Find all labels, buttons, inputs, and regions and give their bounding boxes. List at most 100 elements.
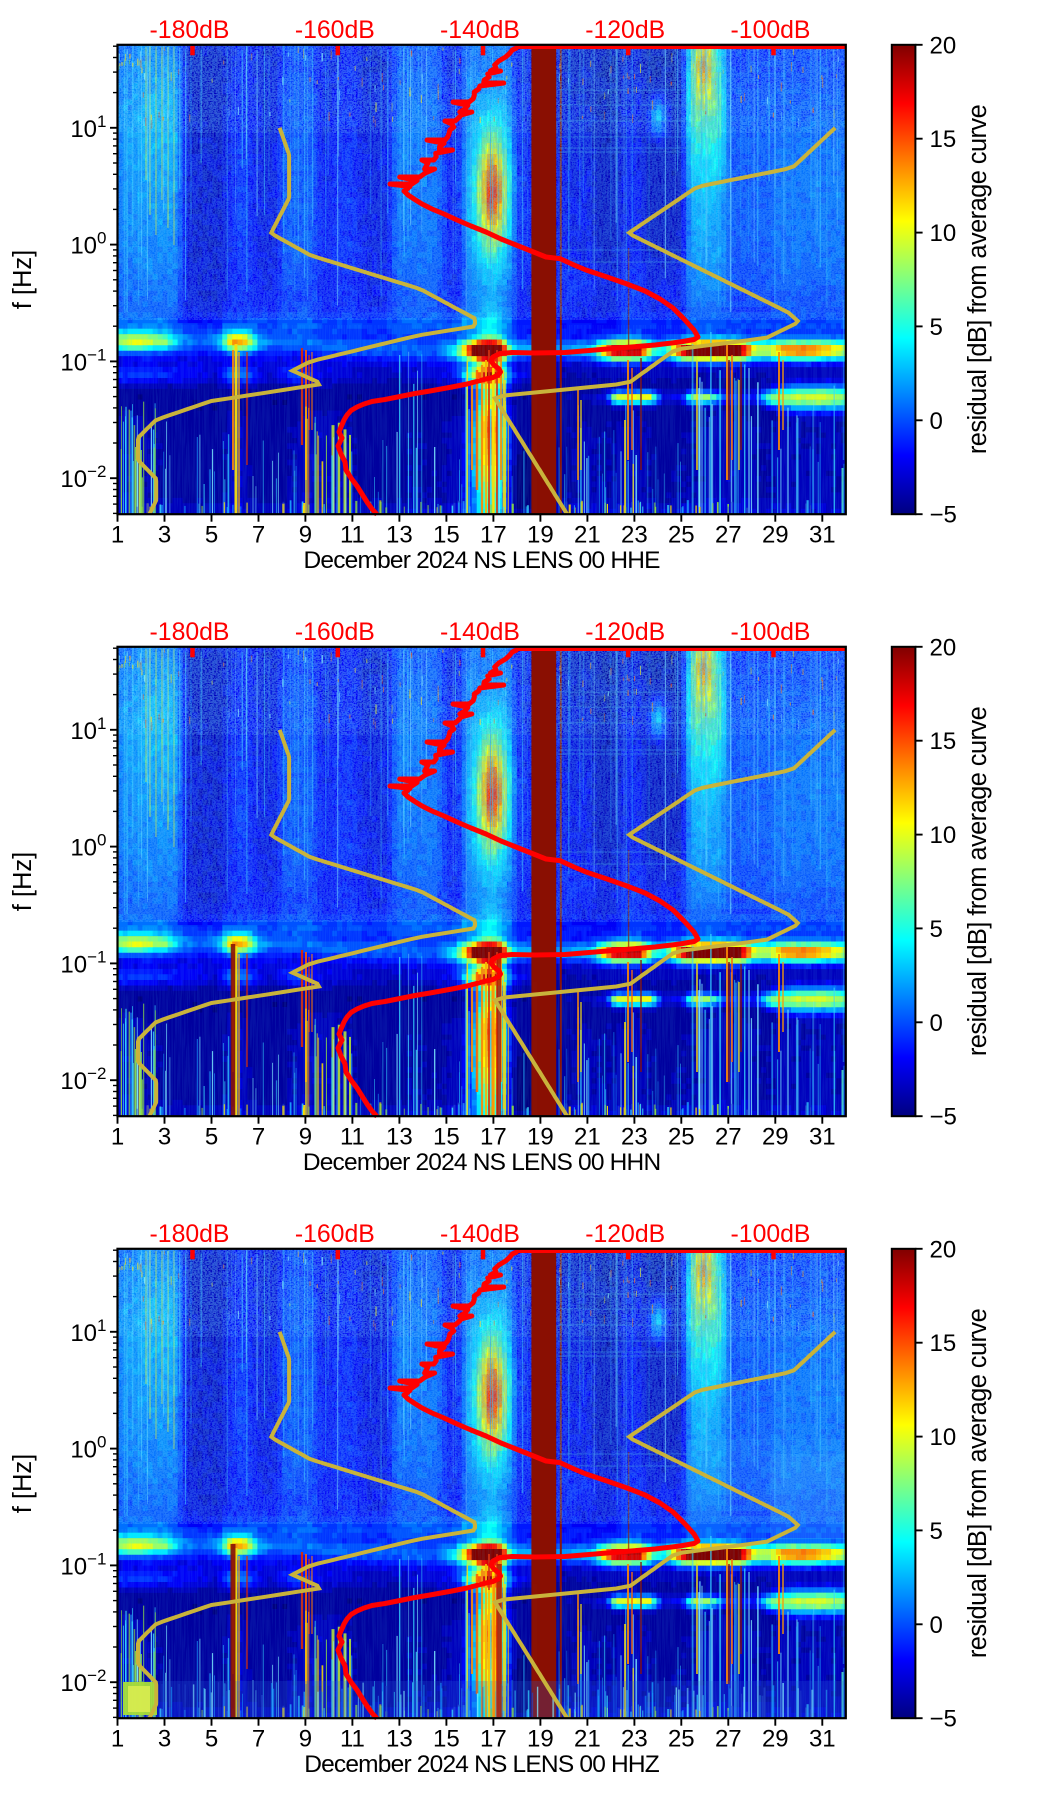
svg-text:f [Hz]: f [Hz] — [9, 852, 37, 912]
svg-text:1: 1 — [111, 1124, 124, 1151]
svg-text:10−2: 10−2 — [60, 1666, 106, 1697]
svg-text:-120dB: -120dB — [585, 17, 665, 44]
svg-text:7: 7 — [252, 1726, 265, 1753]
svg-text:19: 19 — [527, 1124, 554, 1151]
svg-text:-140dB: -140dB — [440, 619, 520, 646]
svg-text:27: 27 — [715, 522, 742, 549]
svg-text:residual [dB] from average cur: residual [dB] from average curve — [964, 1308, 992, 1658]
svg-text:3: 3 — [158, 1726, 171, 1753]
svg-text:101: 101 — [70, 112, 106, 143]
svg-text:-100dB: -100dB — [731, 1221, 811, 1248]
svg-text:27: 27 — [715, 1726, 742, 1753]
svg-text:-160dB: -160dB — [295, 619, 375, 646]
svg-text:23: 23 — [621, 522, 648, 549]
svg-text:31: 31 — [809, 522, 836, 549]
svg-text:13: 13 — [386, 522, 413, 549]
svg-text:101: 101 — [70, 1316, 106, 1347]
svg-text:f [Hz]: f [Hz] — [9, 250, 37, 310]
svg-text:100: 100 — [70, 831, 106, 862]
svg-text:9: 9 — [299, 1726, 312, 1753]
svg-text:December 2024 NS LENS 00 HHE: December 2024 NS LENS 00 HHE — [304, 547, 661, 574]
svg-text:9: 9 — [299, 522, 312, 549]
svg-text:-120dB: -120dB — [585, 1221, 665, 1248]
svg-text:-180dB: -180dB — [150, 17, 230, 44]
svg-text:f [Hz]: f [Hz] — [9, 1454, 37, 1514]
svg-text:10−2: 10−2 — [60, 462, 106, 493]
svg-text:5: 5 — [205, 1726, 218, 1753]
svg-text:-140dB: -140dB — [440, 1221, 520, 1248]
svg-text:31: 31 — [809, 1726, 836, 1753]
svg-text:5: 5 — [930, 916, 943, 943]
svg-text:100: 100 — [70, 1433, 106, 1464]
svg-text:-100dB: -100dB — [731, 619, 811, 646]
svg-text:December 2024 NS LENS 00 HHZ: December 2024 NS LENS 00 HHZ — [304, 1751, 660, 1778]
svg-text:10: 10 — [930, 822, 957, 849]
svg-text:23: 23 — [621, 1124, 648, 1151]
svg-text:1: 1 — [111, 522, 124, 549]
svg-text:December 2024 NS LENS 00 HHN: December 2024 NS LENS 00 HHN — [303, 1149, 661, 1176]
svg-text:-100dB: -100dB — [731, 17, 811, 44]
svg-text:15: 15 — [433, 1726, 460, 1753]
svg-text:−5: −5 — [930, 1706, 957, 1733]
svg-text:residual [dB] from average cur: residual [dB] from average curve — [964, 104, 992, 454]
svg-text:21: 21 — [574, 522, 601, 549]
svg-text:11: 11 — [340, 522, 365, 549]
svg-text:residual [dB] from average cur: residual [dB] from average curve — [964, 706, 992, 1056]
svg-text:15: 15 — [930, 728, 957, 755]
svg-text:27: 27 — [715, 1124, 742, 1151]
svg-text:19: 19 — [527, 522, 554, 549]
svg-text:10−2: 10−2 — [60, 1064, 106, 1095]
svg-text:0: 0 — [930, 1612, 943, 1639]
svg-text:31: 31 — [809, 1124, 836, 1151]
svg-text:21: 21 — [574, 1726, 601, 1753]
svg-text:15: 15 — [433, 522, 460, 549]
svg-text:25: 25 — [668, 522, 695, 549]
svg-text:13: 13 — [386, 1726, 413, 1753]
svg-text:10−1: 10−1 — [60, 947, 106, 978]
svg-text:21: 21 — [574, 1124, 601, 1151]
svg-text:0: 0 — [930, 1010, 943, 1037]
svg-text:15: 15 — [930, 1330, 957, 1357]
svg-text:-140dB: -140dB — [440, 17, 520, 44]
svg-text:10−1: 10−1 — [60, 345, 106, 376]
svg-text:7: 7 — [252, 1124, 265, 1151]
svg-text:15: 15 — [930, 126, 957, 153]
svg-text:0: 0 — [930, 408, 943, 435]
svg-text:5: 5 — [205, 522, 218, 549]
svg-text:19: 19 — [527, 1726, 554, 1753]
svg-text:−5: −5 — [930, 1104, 957, 1131]
svg-text:11: 11 — [340, 1726, 365, 1753]
svg-text:17: 17 — [480, 1124, 507, 1151]
svg-text:15: 15 — [433, 1124, 460, 1151]
svg-text:13: 13 — [386, 1124, 413, 1151]
svg-text:29: 29 — [762, 1124, 789, 1151]
svg-text:29: 29 — [762, 522, 789, 549]
svg-text:10: 10 — [930, 1424, 957, 1451]
svg-text:29: 29 — [762, 1726, 789, 1753]
svg-text:3: 3 — [158, 1124, 171, 1151]
svg-text:100: 100 — [70, 229, 106, 260]
svg-text:-120dB: -120dB — [585, 619, 665, 646]
svg-text:25: 25 — [668, 1726, 695, 1753]
svg-text:3: 3 — [158, 522, 171, 549]
svg-text:11: 11 — [340, 1124, 365, 1151]
svg-text:-180dB: -180dB — [150, 1221, 230, 1248]
svg-text:5: 5 — [205, 1124, 218, 1151]
svg-text:−5: −5 — [930, 502, 957, 529]
svg-text:20: 20 — [930, 32, 957, 59]
svg-text:17: 17 — [480, 522, 507, 549]
svg-text:101: 101 — [70, 714, 106, 745]
svg-text:25: 25 — [668, 1124, 695, 1151]
svg-text:-160dB: -160dB — [295, 17, 375, 44]
svg-text:7: 7 — [252, 522, 265, 549]
svg-text:17: 17 — [480, 1726, 507, 1753]
svg-text:20: 20 — [930, 1236, 957, 1263]
svg-text:10: 10 — [930, 220, 957, 247]
svg-text:20: 20 — [930, 634, 957, 661]
svg-text:-180dB: -180dB — [150, 619, 230, 646]
svg-text:23: 23 — [621, 1726, 648, 1753]
svg-text:10−1: 10−1 — [60, 1549, 106, 1580]
svg-text:-160dB: -160dB — [295, 1221, 375, 1248]
svg-text:5: 5 — [930, 1518, 943, 1545]
svg-text:1: 1 — [111, 1726, 124, 1753]
